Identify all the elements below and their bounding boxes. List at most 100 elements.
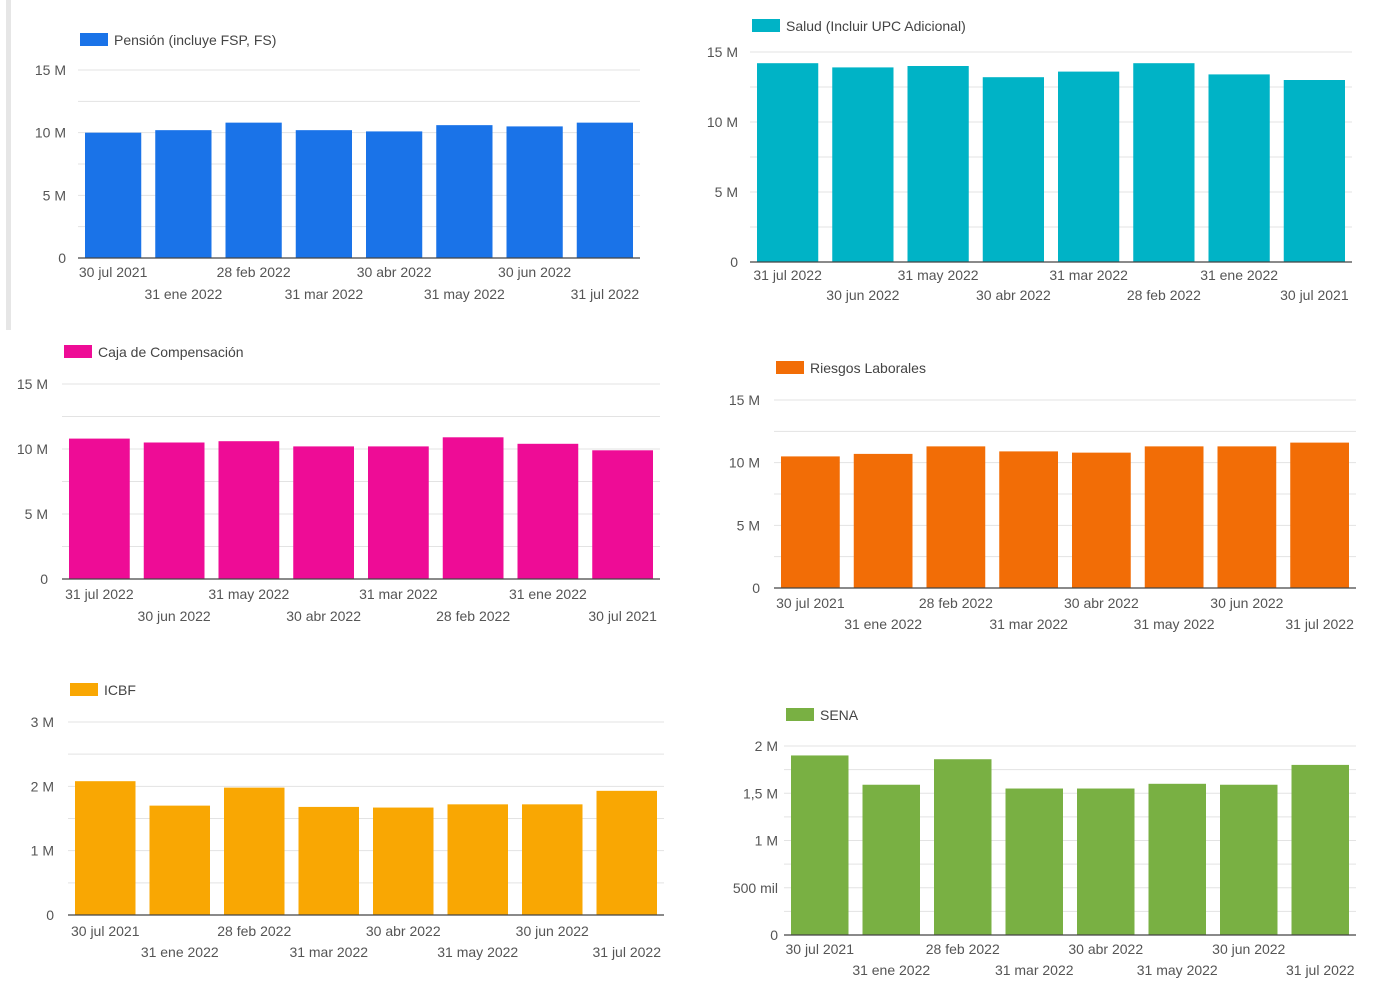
salud-x-tick-label: 28 feb 2022 [1127, 287, 1201, 303]
icbf-legend-swatch [70, 683, 98, 696]
pension-bar[interactable] [506, 126, 563, 259]
pension-x-tick-label: 31 ene 2022 [144, 286, 222, 302]
sena-bar[interactable] [1220, 784, 1278, 935]
salud-x-tick-label: 30 abr 2022 [976, 287, 1051, 303]
pension-y-tick-label: 0 [58, 250, 66, 266]
sena-y-tick-label: 500 mil [733, 880, 778, 896]
sena-legend-label: SENA [820, 707, 859, 723]
sena-x-tick-label: 31 mar 2022 [995, 962, 1074, 978]
sena-x-tick-label: 30 jul 2021 [785, 941, 854, 957]
sena-bar[interactable] [862, 784, 921, 935]
caja-y-tick-label: 15 M [17, 376, 48, 392]
salud-bar[interactable] [982, 77, 1044, 262]
pension-y-tick-label: 10 M [35, 125, 66, 141]
riesgos-x-tick-label: 30 jun 2022 [1210, 595, 1283, 611]
chart-caja-compensacion: 0 5 M 10 M 15 M 31 jul 2022 30 jun 2022 31 may… [0, 330, 690, 660]
icbf-x-tick-label: 30 jul 2021 [71, 923, 140, 939]
salud-y-tick-label: 5 M [715, 184, 738, 200]
salud-bar[interactable] [907, 66, 969, 262]
pension-x-tick-label: 31 may 2022 [424, 286, 505, 302]
sena-x-tick-label: 31 may 2022 [1137, 962, 1218, 978]
caja-x-tick-label: 31 mar 2022 [359, 586, 438, 602]
salud-bar[interactable] [757, 63, 819, 263]
riesgos-bar[interactable] [926, 446, 986, 588]
salud-bar[interactable] [832, 67, 894, 263]
icbf-bar[interactable] [298, 806, 360, 915]
caja-x-tick-label: 30 jul 2021 [588, 608, 657, 624]
icbf-bar[interactable] [596, 790, 658, 915]
pension-x-tick-label: 30 jun 2022 [498, 264, 571, 280]
sena-x-tick-label: 31 ene 2022 [852, 962, 930, 978]
icbf-x-tick-label: 30 jun 2022 [516, 923, 589, 939]
pension-bar[interactable] [85, 132, 142, 258]
caja-bar[interactable] [143, 442, 205, 580]
caja-bar[interactable] [69, 438, 130, 579]
riesgos-bar[interactable] [999, 451, 1058, 588]
caja-x-tick-label: 28 feb 2022 [436, 608, 510, 624]
salud-x-tick-label: 31 jul 2022 [753, 267, 822, 283]
icbf-y-tick-label: 0 [46, 907, 54, 923]
sena-bar[interactable] [1148, 783, 1207, 935]
salud-bar[interactable] [1133, 63, 1195, 263]
riesgos-x-tick-label: 31 mar 2022 [989, 616, 1068, 632]
chart-salud: 0 5 M 10 M 15 M 31 jul 2022 30 jun 2022 31 may… [690, 0, 1377, 330]
riesgos-x-tick-label: 30 abr 2022 [1064, 595, 1139, 611]
salud-bar[interactable] [1058, 71, 1120, 262]
sena-x-tick-label: 28 feb 2022 [926, 941, 1000, 957]
riesgos-x-tick-label: 28 feb 2022 [919, 595, 993, 611]
salud-bar[interactable] [1208, 74, 1270, 263]
caja-bar[interactable] [517, 443, 579, 579]
icbf-bar[interactable] [75, 781, 136, 915]
sena-bar[interactable] [934, 759, 992, 935]
sena-bar[interactable] [791, 755, 849, 935]
icbf-bar[interactable] [522, 804, 583, 915]
pension-bar[interactable] [155, 130, 212, 258]
pension-bar[interactable] [225, 122, 282, 258]
caja-y-tick-label: 0 [40, 571, 48, 587]
sena-x-tick-label: 31 jul 2022 [1286, 962, 1355, 978]
salud-x-tick-label: 30 jun 2022 [826, 287, 899, 303]
chart-sena-svg: 0 500 mil 1 M 1,5 M 2 M 30 jul 2021 31 ene 202… [733, 707, 1356, 978]
caja-legend-swatch [64, 345, 92, 358]
caja-bar[interactable] [368, 446, 429, 579]
salud-x-tick-label: 31 may 2022 [898, 267, 979, 283]
caja-x-tick-label: 31 jul 2022 [65, 586, 134, 602]
pension-bar[interactable] [366, 131, 423, 258]
sena-bar[interactable] [1077, 788, 1135, 935]
pension-x-tick-label: 28 feb 2022 [217, 264, 291, 280]
riesgos-y-tick-label: 10 M [729, 455, 760, 471]
caja-bar[interactable] [442, 437, 504, 579]
salud-y-tick-label: 15 M [707, 44, 738, 60]
caja-bar[interactable] [218, 441, 280, 579]
riesgos-bar[interactable] [1217, 446, 1277, 588]
riesgos-bar[interactable] [853, 453, 913, 588]
icbf-bar[interactable] [447, 804, 509, 915]
pension-legend-label: Pensión (incluye FSP, FS) [114, 32, 276, 48]
caja-bar[interactable] [293, 446, 354, 579]
icbf-x-tick-label: 31 jul 2022 [592, 944, 661, 960]
sena-bar[interactable] [1005, 788, 1064, 935]
salud-bar[interactable] [1283, 80, 1345, 262]
caja-x-tick-label: 31 may 2022 [208, 586, 289, 602]
sena-bar[interactable] [1291, 764, 1350, 935]
caja-x-tick-label: 30 jun 2022 [138, 608, 211, 624]
chart-pension: 0 5 M 10 M 15 M 30 jul 2021 31 ene 2022 28 feb… [0, 0, 690, 330]
icbf-bar[interactable] [373, 807, 434, 915]
icbf-y-tick-label: 3 M [31, 714, 54, 730]
riesgos-bar[interactable] [1144, 446, 1204, 588]
pension-bar[interactable] [576, 122, 633, 258]
pension-y-tick-label: 5 M [43, 187, 66, 203]
icbf-x-tick-label: 31 ene 2022 [141, 944, 219, 960]
riesgos-bar[interactable] [1290, 442, 1349, 588]
riesgos-bar[interactable] [1072, 452, 1131, 588]
caja-bar[interactable] [592, 450, 653, 579]
riesgos-bar[interactable] [781, 456, 840, 588]
pension-bar[interactable] [295, 130, 352, 258]
icbf-bar[interactable] [224, 787, 285, 915]
icbf-bar[interactable] [149, 805, 211, 915]
riesgos-y-tick-label: 5 M [737, 517, 760, 533]
pension-bar[interactable] [436, 125, 493, 258]
icbf-y-tick-label: 2 M [31, 778, 54, 794]
